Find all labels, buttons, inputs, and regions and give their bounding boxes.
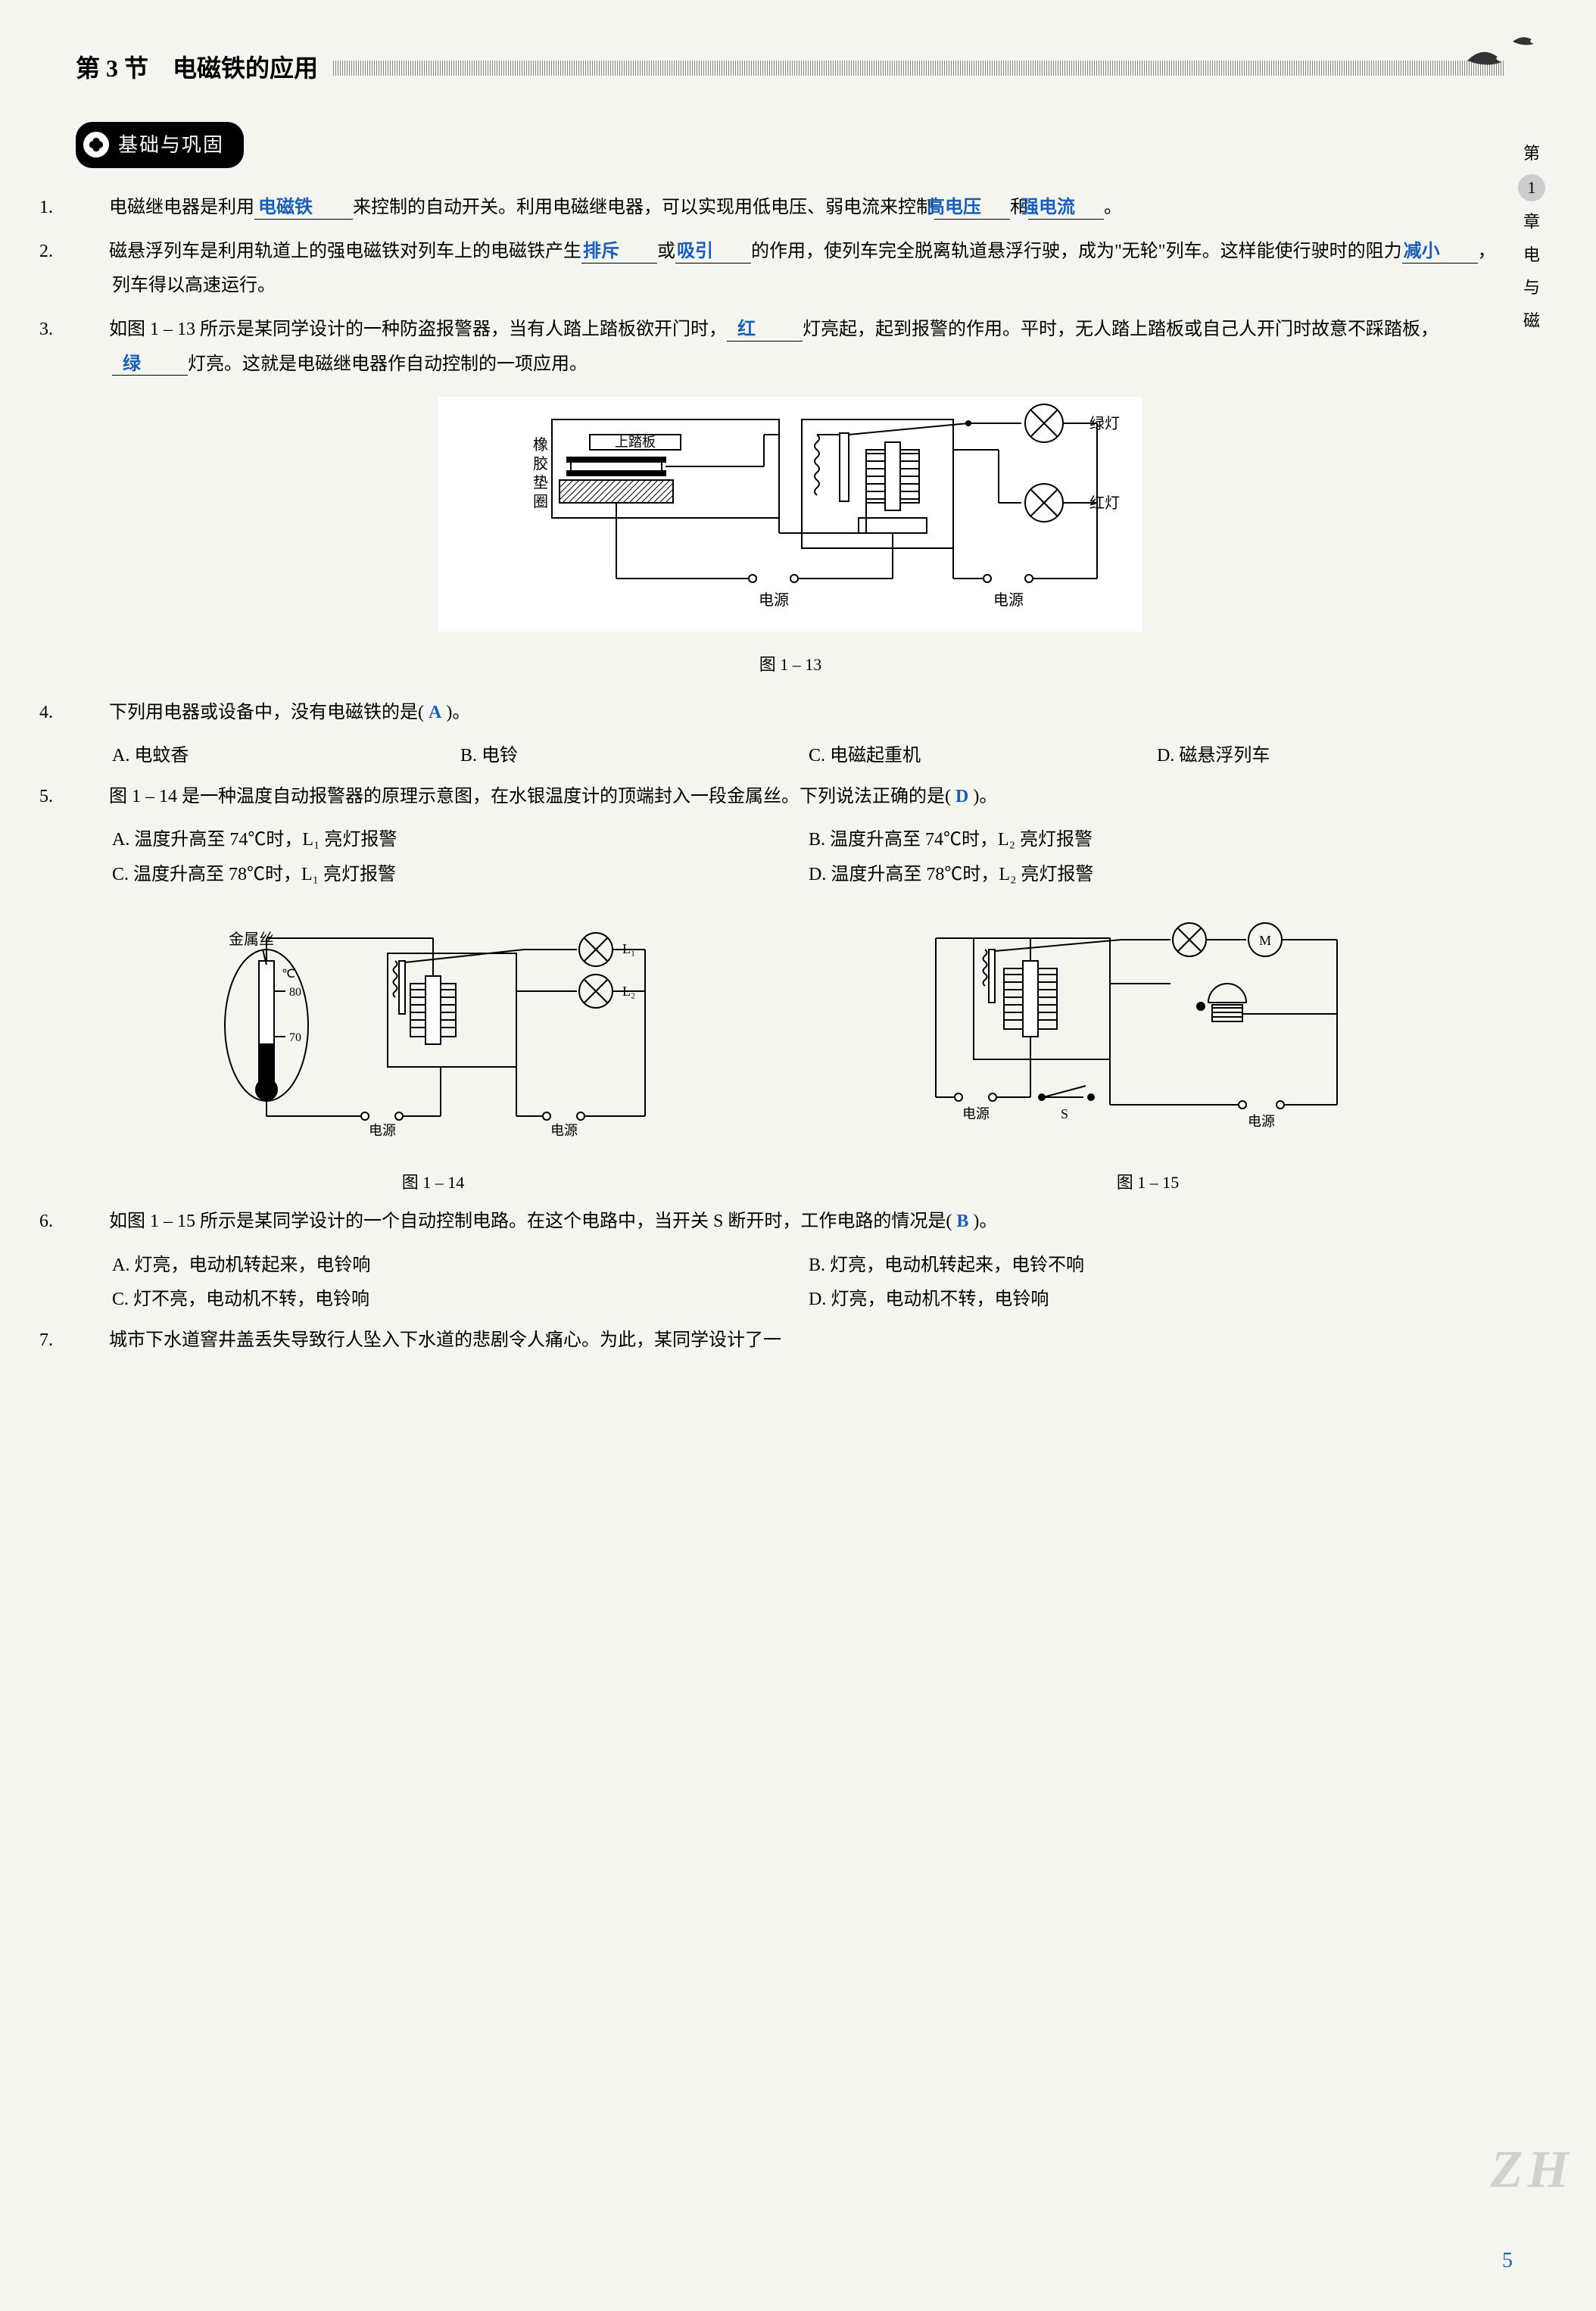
header-hatching [333,61,1505,76]
q1-blank2: 高电压 [934,197,1010,220]
q4-optB: B. 电铃 [460,739,809,774]
svg-text:电源: 电源 [962,1106,990,1121]
section-badge: 基础与巩固 [76,122,244,168]
side-label: 与 [1505,272,1558,304]
figure-1-15-caption: 图 1 – 15 [913,1167,1382,1199]
svg-text:电源: 电源 [1248,1114,1275,1129]
q6-answer: B [952,1212,973,1231]
q-num: 1. [76,191,109,226]
q2-text: 的作用，使列车完全脱离轨道悬浮行驶，成为"无轮"列车。这样能使行驶时的阻力 [751,242,1402,261]
q3-text: 灯亮起，起到报警的作用。平时，无人踏上踏板或自己人开门时故意不踩踏板， [803,320,1439,339]
q6-stem: 如图 1 – 15 所示是某同学设计的一个自动控制电路。在这个电路中，当开关 S… [109,1212,952,1231]
side-pre: 第 [1505,138,1558,170]
question-7: 7.城市下水道窨井盖丢失导致行人坠入下水道的悲剧令人痛心。为此，某同学设计了一 [76,1324,1505,1358]
svg-text:℃: ℃ [282,968,295,981]
q4-optA: A. 电蚊香 [112,739,460,774]
svg-text:70: 70 [289,1031,301,1044]
section-title: 第 3 节 电磁铁的应用 [76,45,318,92]
fig13-board-label: 上踏板 [615,435,656,450]
q3-text: 如图 1 – 13 所示是某同学设计的一种防盗报警器，当有人踏上踏板欲开门时， [109,320,727,339]
svg-text:胶: 胶 [533,455,548,472]
decorative-birds [1460,30,1551,111]
q4-stem2: )。 [446,703,470,722]
fan-icon [83,132,109,157]
svg-text:圈: 圈 [533,494,548,510]
fig13-power1: 电源 [759,591,789,609]
watermark: ZH [1491,2119,1573,2220]
question-1: 1.电磁继电器是利用电磁铁来控制的自动开关。利用电磁继电器，可以实现用低电压、弱… [76,191,1505,226]
side-label: 电 [1505,239,1558,271]
q2-blank1: 排斥 [581,241,657,264]
page-number: 5 [1502,2241,1513,2281]
question-3: 3.如图 1 – 13 所示是某同学设计的一种防盗报警器，当有人踏上踏板欲开门时… [76,313,1505,382]
q-num: 4. [76,696,109,731]
figure-1-13-caption: 图 1 – 13 [76,649,1505,681]
q6-stem2: )。 [973,1212,997,1231]
q6-optB: B. 灯亮，电动机转起来，电铃不响 [809,1249,1505,1283]
q6-options: A. 灯亮，电动机转起来，电铃响 B. 灯亮，电动机转起来，电铃不响 C. 灯不… [76,1249,1505,1318]
q1-text: 来控制的自动开关。利用电磁继电器，可以实现用低电压、弱电流来控制 [353,198,934,217]
q1-blank1: 电磁铁 [254,197,353,220]
badge-text: 基础与巩固 [118,126,224,164]
q-num: 6. [76,1205,109,1240]
q2-blank3: 减小 [1402,241,1478,264]
fig13-rubber-label: 橡 [533,436,548,454]
q5-optA: A. 温度升高至 74℃时，L₁ 亮灯报警 [112,823,809,858]
figure-1-14: 80 70 ℃ 金属丝 电源 [198,908,668,1199]
fig13-power2: 电源 [993,591,1024,609]
q5-options: A. 温度升高至 74℃时，L₁ 亮灯报警 B. 温度升高至 74℃时，L₂ 亮… [76,823,1505,892]
q-num: 3. [76,313,109,348]
figure-1-14-caption: 图 1 – 14 [198,1167,668,1199]
side-post: 章 [1505,206,1558,238]
question-5: 5.图 1 – 14 是一种温度自动报警器的原理示意图，在水银温度计的顶端封入一… [76,780,1505,815]
svg-text:电源: 电源 [369,1123,396,1138]
q4-options: A. 电蚊香 B. 电铃 C. 电磁起重机 D. 磁悬浮列车 [76,739,1505,774]
q4-stem: 下列用电器或设备中，没有电磁铁的是( [109,703,424,722]
figure-1-15: 电源 S M [913,908,1382,1199]
q5-stem2: )。 [973,787,997,806]
q2-text: 或 [657,242,675,261]
q5-stem: 图 1 – 14 是一种温度自动报警器的原理示意图，在水银温度计的顶端封入一段金… [109,787,951,806]
figure-1-13: 上踏板 橡 胶 垫 圈 [76,397,1505,680]
q4-optC: C. 电磁起重机 [809,739,1157,774]
q6-optC: C. 灯不亮，电动机不转，电铃响 [112,1283,809,1318]
q3-blank1: 红 [727,319,803,342]
q5-optD: D. 温度升高至 78℃时，L₂ 亮灯报警 [809,858,1505,893]
svg-text:垫: 垫 [533,474,548,491]
q-num: 7. [76,1324,109,1358]
side-label: 磁 [1505,305,1558,337]
q1-blank3: 强电流 [1028,197,1104,220]
q1-text: 。 [1104,198,1122,217]
question-4: 4.下列用电器或设备中，没有电磁铁的是(A)。 [76,696,1505,731]
q4-optD: D. 磁悬浮列车 [1157,739,1505,774]
q3-text: 灯亮。这就是电磁继电器作自动控制的一项应用。 [188,354,588,374]
q-num: 5. [76,780,109,815]
q1-text: 电磁继电器是利用 [109,198,254,217]
q5-optB: B. 温度升高至 74℃时，L₂ 亮灯报警 [809,823,1505,858]
svg-text:S: S [1061,1106,1068,1121]
q2-text: 磁悬浮列车是利用轨道上的强电磁铁对列车上的电磁铁产生 [109,242,581,261]
q-num: 2. [76,235,109,270]
question-6: 6.如图 1 – 15 所示是某同学设计的一个自动控制电路。在这个电路中，当开关… [76,1205,1505,1240]
q7-stem: 城市下水道窨井盖丢失导致行人坠入下水道的悲剧令人痛心。为此，某同学设计了一 [109,1330,781,1350]
svg-text:M: M [1259,933,1271,948]
q2-blank2: 吸引 [675,241,751,264]
svg-text:电源: 电源 [550,1123,578,1138]
q5-optC: C. 温度升高至 78℃时，L₁ 亮灯报警 [112,858,809,893]
svg-text:80: 80 [289,986,301,999]
q6-optD: D. 灯亮，电动机不转，电铃响 [809,1283,1505,1318]
q6-optA: A. 灯亮，电动机转起来，电铃响 [112,1249,809,1283]
q3-blank2: 绿 [112,354,188,376]
chapter-side-tab: 第 1 章 电 与 磁 [1505,136,1558,338]
q4-answer: A [424,703,446,722]
question-2: 2.磁悬浮列车是利用轨道上的强电磁铁对列车上的电磁铁产生排斥或吸引的作用，使列车… [76,235,1505,304]
q5-answer: D [951,787,973,806]
side-chapter-num: 1 [1518,174,1545,201]
